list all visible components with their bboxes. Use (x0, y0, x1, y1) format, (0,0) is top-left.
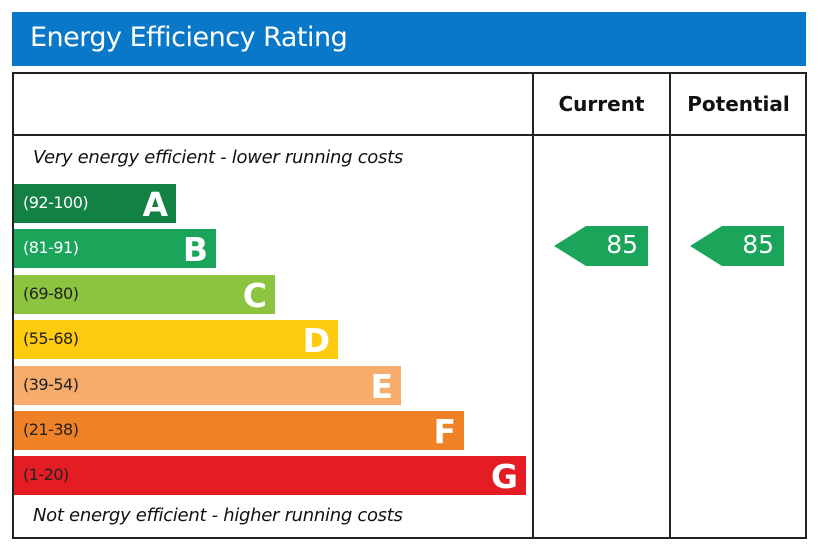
column-divider (532, 72, 534, 537)
band-range: (92-100) (23, 193, 89, 212)
potential-rating-value: 85 (742, 230, 774, 259)
band-f: (21-38) F (14, 411, 464, 451)
band-d: (55-68) D (14, 320, 338, 361)
band-c: (69-80) C (14, 274, 275, 315)
current-rating-value: 85 (606, 230, 638, 259)
band-letter: G (490, 457, 518, 497)
top-note: Very energy efficient - lower running co… (33, 147, 403, 168)
band-range: (81-91) (23, 238, 79, 258)
potential-header: Potential (687, 92, 790, 116)
title-bar: Energy Efficiency Rating (12, 12, 806, 66)
band-a: (92-100) A (14, 184, 176, 224)
band-range: (69-80) (23, 283, 79, 303)
band-range: (21-38) (23, 420, 79, 439)
band-range: (1-20) (23, 465, 69, 485)
band-letter: F (433, 412, 456, 451)
rating-table (12, 72, 807, 539)
bottom-note: Not energy efficient - higher running co… (33, 505, 403, 526)
column-divider (669, 72, 671, 537)
band-range: (55-68) (23, 329, 79, 349)
current-rating-arrow: 85 (554, 226, 648, 266)
band-e: (39-54) E (14, 365, 401, 406)
band-letter: C (242, 275, 267, 315)
band-range: (39-54) (23, 374, 79, 394)
band-b: (81-91) B (14, 229, 216, 270)
band-g: (1-20) G (14, 456, 526, 497)
band-letter: B (182, 230, 208, 270)
band-letter: A (142, 185, 168, 224)
band-letter: D (302, 321, 330, 361)
current-header: Current (558, 92, 645, 116)
potential-rating-arrow: 85 (690, 226, 784, 266)
header-divider (12, 134, 806, 136)
band-letter: E (370, 366, 393, 406)
chart-title: Energy Efficiency Rating (30, 22, 348, 53)
